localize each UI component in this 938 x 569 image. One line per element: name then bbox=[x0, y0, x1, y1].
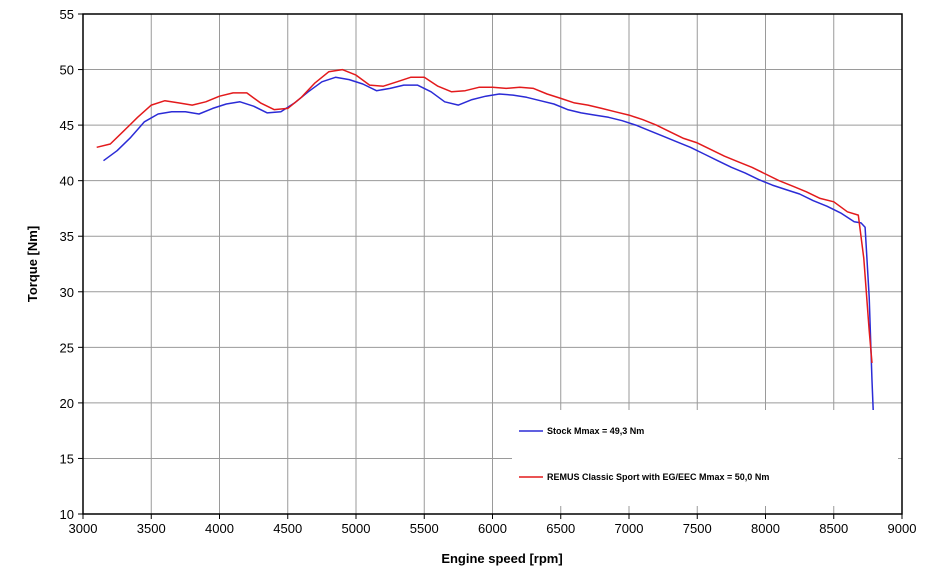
y-tick-label: 15 bbox=[60, 451, 74, 466]
series-line-1 bbox=[96, 68, 873, 363]
legend-box bbox=[512, 410, 898, 506]
y-tick-label: 35 bbox=[60, 229, 74, 244]
x-tick-label: 3000 bbox=[69, 521, 98, 536]
y-tick-label: 20 bbox=[60, 396, 74, 411]
y-tick-label: 50 bbox=[60, 63, 74, 78]
x-tick-label: 6500 bbox=[546, 521, 575, 536]
x-tick-label: 9000 bbox=[888, 521, 917, 536]
x-tick-label: 7500 bbox=[683, 521, 712, 536]
x-tick-label: 8500 bbox=[819, 521, 848, 536]
y-tick-label: 25 bbox=[60, 340, 74, 355]
x-tick-label: 7000 bbox=[615, 521, 644, 536]
x-axis-ticks: 3000 3500 4000 4500 5000 5500 6000 6500 7000 7500… bbox=[69, 514, 917, 536]
series-line-0 bbox=[103, 76, 880, 502]
x-axis-title: Engine speed [rpm] bbox=[441, 551, 562, 566]
y-tick-label: 10 bbox=[60, 507, 74, 522]
legend: Stock Mmax = 49,3 Nm REMUS Classic Sport… bbox=[512, 410, 898, 506]
legend-label-stock: Stock Mmax = 49,3 Nm bbox=[547, 426, 644, 436]
y-tick-label: 45 bbox=[60, 118, 74, 133]
x-tick-label: 3500 bbox=[137, 521, 166, 536]
y-axis-title: Torque [Nm] bbox=[25, 226, 40, 302]
y-tick-label: 55 bbox=[60, 7, 74, 22]
x-tick-label: 4000 bbox=[205, 521, 234, 536]
y-tick-label: 30 bbox=[60, 285, 74, 300]
x-tick-label: 6000 bbox=[478, 521, 507, 536]
x-tick-label: 8000 bbox=[751, 521, 780, 536]
series-layer bbox=[96, 68, 880, 502]
x-tick-label: 5500 bbox=[410, 521, 439, 536]
legend-label-remus: REMUS Classic Sport with EG/EEC Mmax = 5… bbox=[547, 472, 769, 482]
x-tick-label: 4500 bbox=[273, 521, 302, 536]
y-axis-ticks: 10 15 20 25 30 35 40 45 50 55 bbox=[60, 7, 83, 522]
x-tick-label: 5000 bbox=[342, 521, 371, 536]
y-tick-label: 40 bbox=[60, 174, 74, 189]
